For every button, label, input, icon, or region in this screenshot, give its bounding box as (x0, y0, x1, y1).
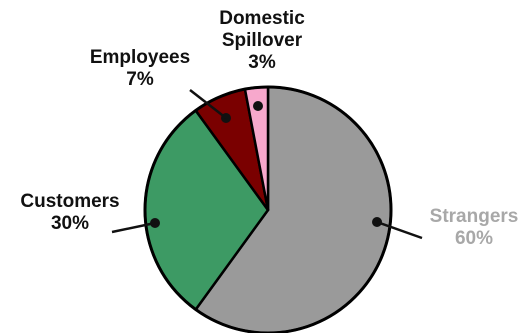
slice-value-strangers: 60% (455, 228, 493, 249)
slice-value-employees: 7% (126, 69, 154, 90)
leader-lines (111, 89, 423, 240)
slice-label-domestic-spillover: Domestic Spillover 3% (219, 8, 305, 73)
slice-label-strangers: Strangers 60% (430, 206, 519, 249)
slice-name-domestic-spillover: Spillover (222, 30, 303, 51)
slice-name-employees: Employees (90, 47, 190, 68)
leader-line-employees (189, 89, 227, 119)
slice-value-domestic-spillover: 3% (248, 52, 276, 73)
slice-value-customers: 30% (51, 213, 89, 234)
leader-line-customers (111, 221, 156, 234)
slice-label-customers: Customers 30% (20, 191, 119, 234)
slice-label-employees: Employees 7% (90, 47, 190, 90)
slice-labels: Strangers 60% Customers 30% Employees 7% Domes… (20, 8, 518, 249)
leader-dot-domestic-spillover (253, 101, 263, 111)
pie-slices (143, 85, 393, 333)
leader-line-strangers (376, 220, 423, 240)
pie-outline (143, 85, 393, 333)
slice-name-strangers: Strangers (430, 206, 519, 227)
slice-name-domestic-spillover: Domestic (219, 8, 305, 29)
slice-name-customers: Customers (20, 191, 119, 212)
